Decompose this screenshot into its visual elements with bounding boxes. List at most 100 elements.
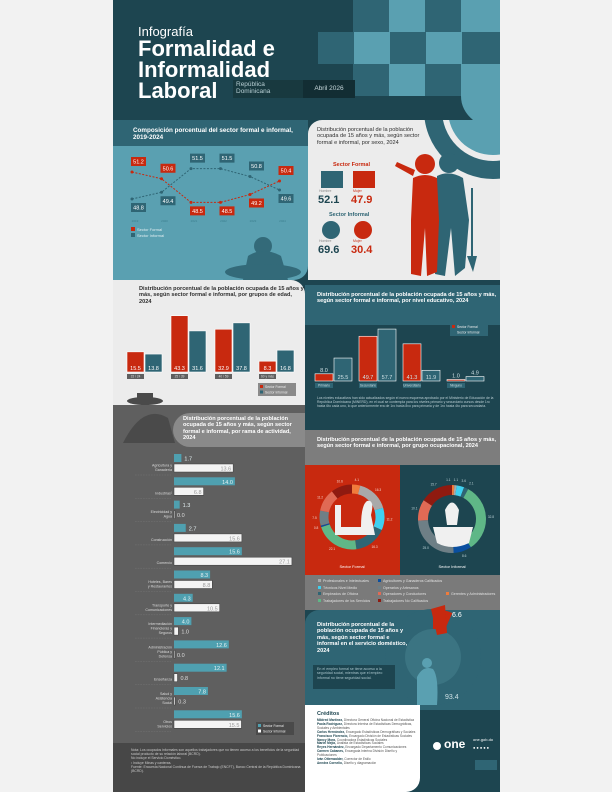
bar-value: 1.7	[184, 457, 192, 463]
informal-donut-slice-label: 15.7	[430, 483, 436, 487]
category-label: Hoteles, Bares	[148, 580, 172, 584]
informal-donut-slice-label: 25.0	[423, 546, 429, 550]
bar-value: 8.8	[203, 583, 211, 589]
trend-label: 49.4	[163, 199, 174, 205]
legend-label: Trabajadores No Calificados	[383, 598, 429, 603]
legend-swatch-informal	[131, 233, 135, 237]
trend-year-label: 2021	[191, 219, 198, 223]
category-label: Financieras y	[151, 627, 173, 631]
trend-label: 50.4	[281, 169, 292, 175]
bar-value: 0.3	[178, 700, 186, 706]
trend-label-box	[131, 203, 146, 212]
legend-label: Operarios y Artesanos	[383, 585, 419, 590]
bar-value: 15.5	[229, 723, 240, 729]
trend-point	[130, 197, 134, 201]
trend-label-box	[190, 206, 205, 216]
man-icon	[322, 221, 340, 239]
credit-item: Francisco Florencio, Encargado División …	[317, 733, 412, 738]
formal-donut-slice	[321, 524, 357, 550]
occupation-legend-items: Profesionales e Intelectuales Agricultore…	[318, 579, 498, 607]
edu-title-bar	[305, 285, 500, 325]
legend-swatch	[318, 592, 321, 595]
bar-value: 0.0	[177, 513, 185, 519]
bar-informal	[188, 330, 207, 373]
category-label: Construcción	[151, 538, 172, 542]
activity-notes: Nota: Los ocupados informales son aquell…	[131, 748, 301, 774]
formal-hombre-label: Hombre	[319, 189, 332, 193]
bar-value: 6.8	[194, 490, 202, 496]
bar-formal	[174, 570, 211, 579]
category-label: Seguros	[159, 631, 173, 635]
header-checker-pattern	[318, 0, 500, 120]
trend-label-box	[278, 194, 294, 203]
header-kicker: Infografía	[138, 24, 193, 39]
website-link[interactable]: one.gob.do	[473, 737, 494, 742]
informal-donut-slice	[423, 485, 453, 507]
title-line-2: Informalidad	[138, 57, 271, 82]
legend-label: Gerentes y Administradores	[451, 592, 496, 596]
activity-notes-panel	[113, 743, 305, 792]
trend-point	[248, 193, 252, 196]
bar-value: 43.3	[174, 366, 185, 372]
formal-donut-slice-label: 11.2	[386, 517, 392, 521]
legend-label: Técnicos Nivel Medio	[323, 585, 358, 590]
informal-donut-slice	[460, 487, 469, 498]
woman-icon	[353, 171, 375, 188]
legend-item: Empleados de Oficina	[318, 592, 358, 596]
category-label: Defensa	[159, 654, 172, 658]
legend-swatch	[258, 724, 261, 727]
trend-year-label: 2023	[250, 219, 257, 223]
trend-label-box	[278, 166, 294, 175]
formal-hombre-value: 52.1	[318, 194, 340, 206]
category-label: Ganadería	[155, 468, 172, 472]
category-label: Comunicaciones	[145, 608, 172, 612]
bar-value: 41.3	[407, 375, 418, 381]
trend-title-bar	[113, 120, 308, 146]
legend-swatch-formal	[131, 227, 135, 231]
legend-label: Sector Formal	[265, 385, 286, 389]
formal-donut-slice-label: 11.2	[317, 495, 323, 499]
formal-donut-slice	[354, 526, 382, 550]
category-label-bg	[215, 374, 232, 379]
legend-swatch	[258, 729, 261, 733]
legend-item: Agricultores y Ganaderos Calificados	[378, 579, 442, 583]
bar-formal	[214, 328, 233, 373]
credits-panel	[305, 705, 420, 792]
category-label-bg	[127, 374, 144, 379]
formal-mujer-value: 47.9	[351, 194, 373, 206]
bar-value: 49.7	[363, 375, 374, 381]
workers-illustration	[395, 153, 477, 276]
formal-donut-slice	[373, 507, 385, 531]
category-label: Agua	[164, 515, 172, 519]
category-label-bg	[359, 383, 377, 388]
legend-label: Trabajadores de los Servicios	[323, 598, 371, 603]
category-label: Asistencia	[156, 697, 172, 701]
bar-informal	[173, 720, 242, 729]
trend-point	[189, 167, 193, 171]
category-label: Servicios	[157, 724, 172, 728]
occupation-donuts: 4.116.311.216.322.10.87.511.210.6 1.1 1.1 3…	[312, 478, 494, 569]
occupation-legend	[305, 575, 500, 610]
bar-value: 15.6	[229, 536, 240, 542]
informal-donut-slice-label: 2.1	[469, 482, 474, 486]
trend-label: 51.5	[222, 156, 233, 162]
bar-value: 14.0	[222, 480, 233, 486]
formal-mujer-label: Mujer	[353, 189, 362, 193]
bar-value: 31.6	[192, 366, 203, 372]
legend-label: Sector Informal	[263, 729, 286, 733]
bar-value: 1.3	[183, 503, 191, 509]
occupation-title-bar	[305, 430, 500, 465]
bar-formal	[174, 663, 227, 672]
category-label: Secundario	[360, 384, 376, 388]
bar-informal	[173, 673, 178, 682]
credits-title: Créditos	[317, 711, 340, 717]
header-date: Abril 2026	[303, 80, 355, 98]
header-country: República Dominicana	[233, 80, 303, 98]
category-label: 40 / 59	[219, 375, 229, 379]
legend-swatch	[452, 330, 455, 334]
social-icons[interactable]: ●●●●●	[473, 745, 491, 750]
bar-value: 32.9	[218, 366, 229, 372]
bar-informal	[377, 328, 397, 382]
bar-value: 0.0	[177, 653, 185, 659]
legend-item: Trabajadores de los Servicios	[318, 598, 371, 603]
